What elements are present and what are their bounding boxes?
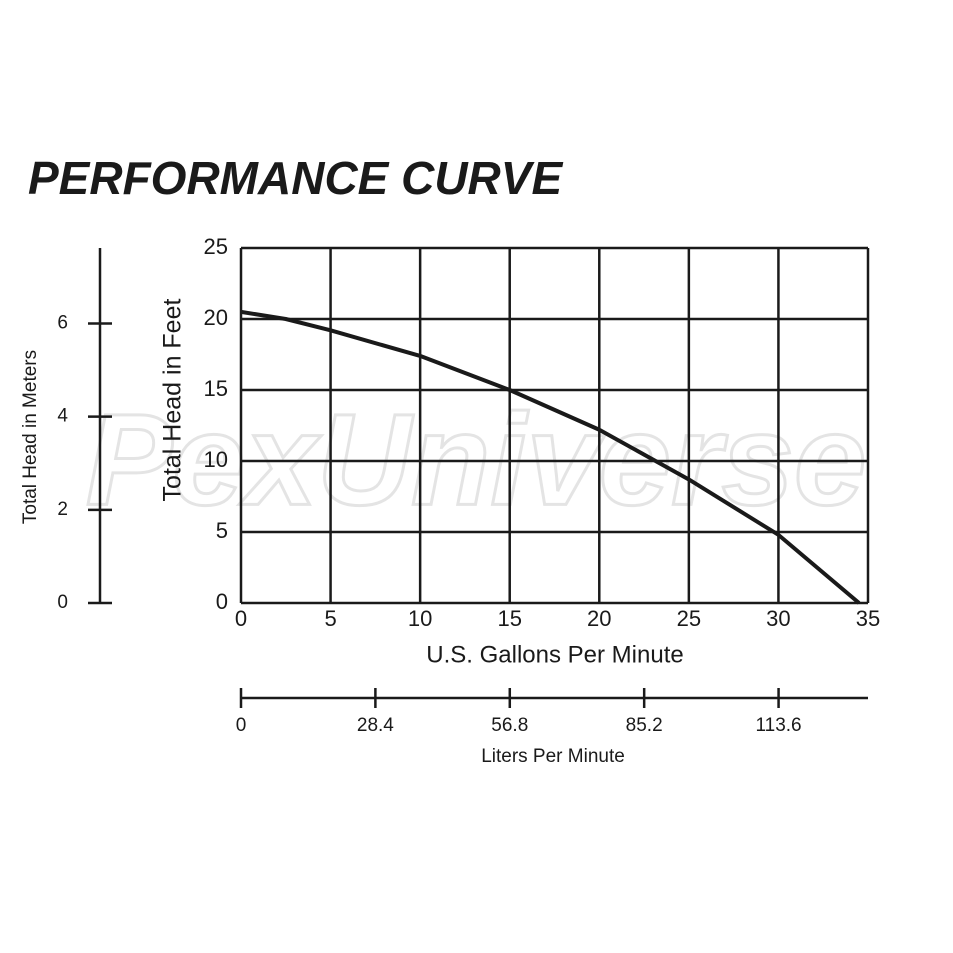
x2-tick-label: 113.6 (755, 715, 801, 736)
y-tick-label: 25 (204, 234, 228, 259)
x-tick-label: 25 (677, 606, 701, 631)
y-tick-label: 10 (204, 447, 228, 472)
watermark: PexUniverse (86, 386, 867, 532)
x-tick-label: 20 (587, 606, 611, 631)
x-tick-label: 0 (235, 606, 247, 631)
x-tick-label: 15 (497, 606, 521, 631)
y-axis-label: Total Head in Feet (159, 299, 187, 502)
y-tick-label: 20 (204, 305, 228, 330)
y2-tick-label: 6 (57, 312, 68, 333)
x-tick-label: 5 (324, 606, 336, 631)
x2-axis-label: Liters Per Minute (481, 746, 625, 767)
y-tick-label: 0 (216, 589, 228, 614)
x2-tick-label: 56.8 (491, 715, 528, 736)
y2-axis-label: Total Head in Meters (20, 350, 41, 524)
y-tick-label: 5 (216, 518, 228, 543)
line (240, 309, 861, 605)
x2-tick-label: 28.4 (357, 715, 394, 736)
chart-title: PERFORMANCE CURVE (28, 152, 563, 204)
x2-tick-label: 0 (236, 715, 247, 736)
y2-tick-label: 4 (57, 406, 68, 427)
y-tick-label: 15 (204, 376, 228, 401)
x-axis-label: U.S. Gallons Per Minute (426, 641, 683, 668)
x2-tick-label: 85.2 (626, 715, 663, 736)
x-tick-label: 35 (856, 606, 880, 631)
x-tick-label: 10 (408, 606, 432, 631)
x-tick-label: 30 (766, 606, 790, 631)
y2-tick-label: 0 (57, 592, 68, 613)
y2-tick-label: 2 (57, 499, 68, 520)
